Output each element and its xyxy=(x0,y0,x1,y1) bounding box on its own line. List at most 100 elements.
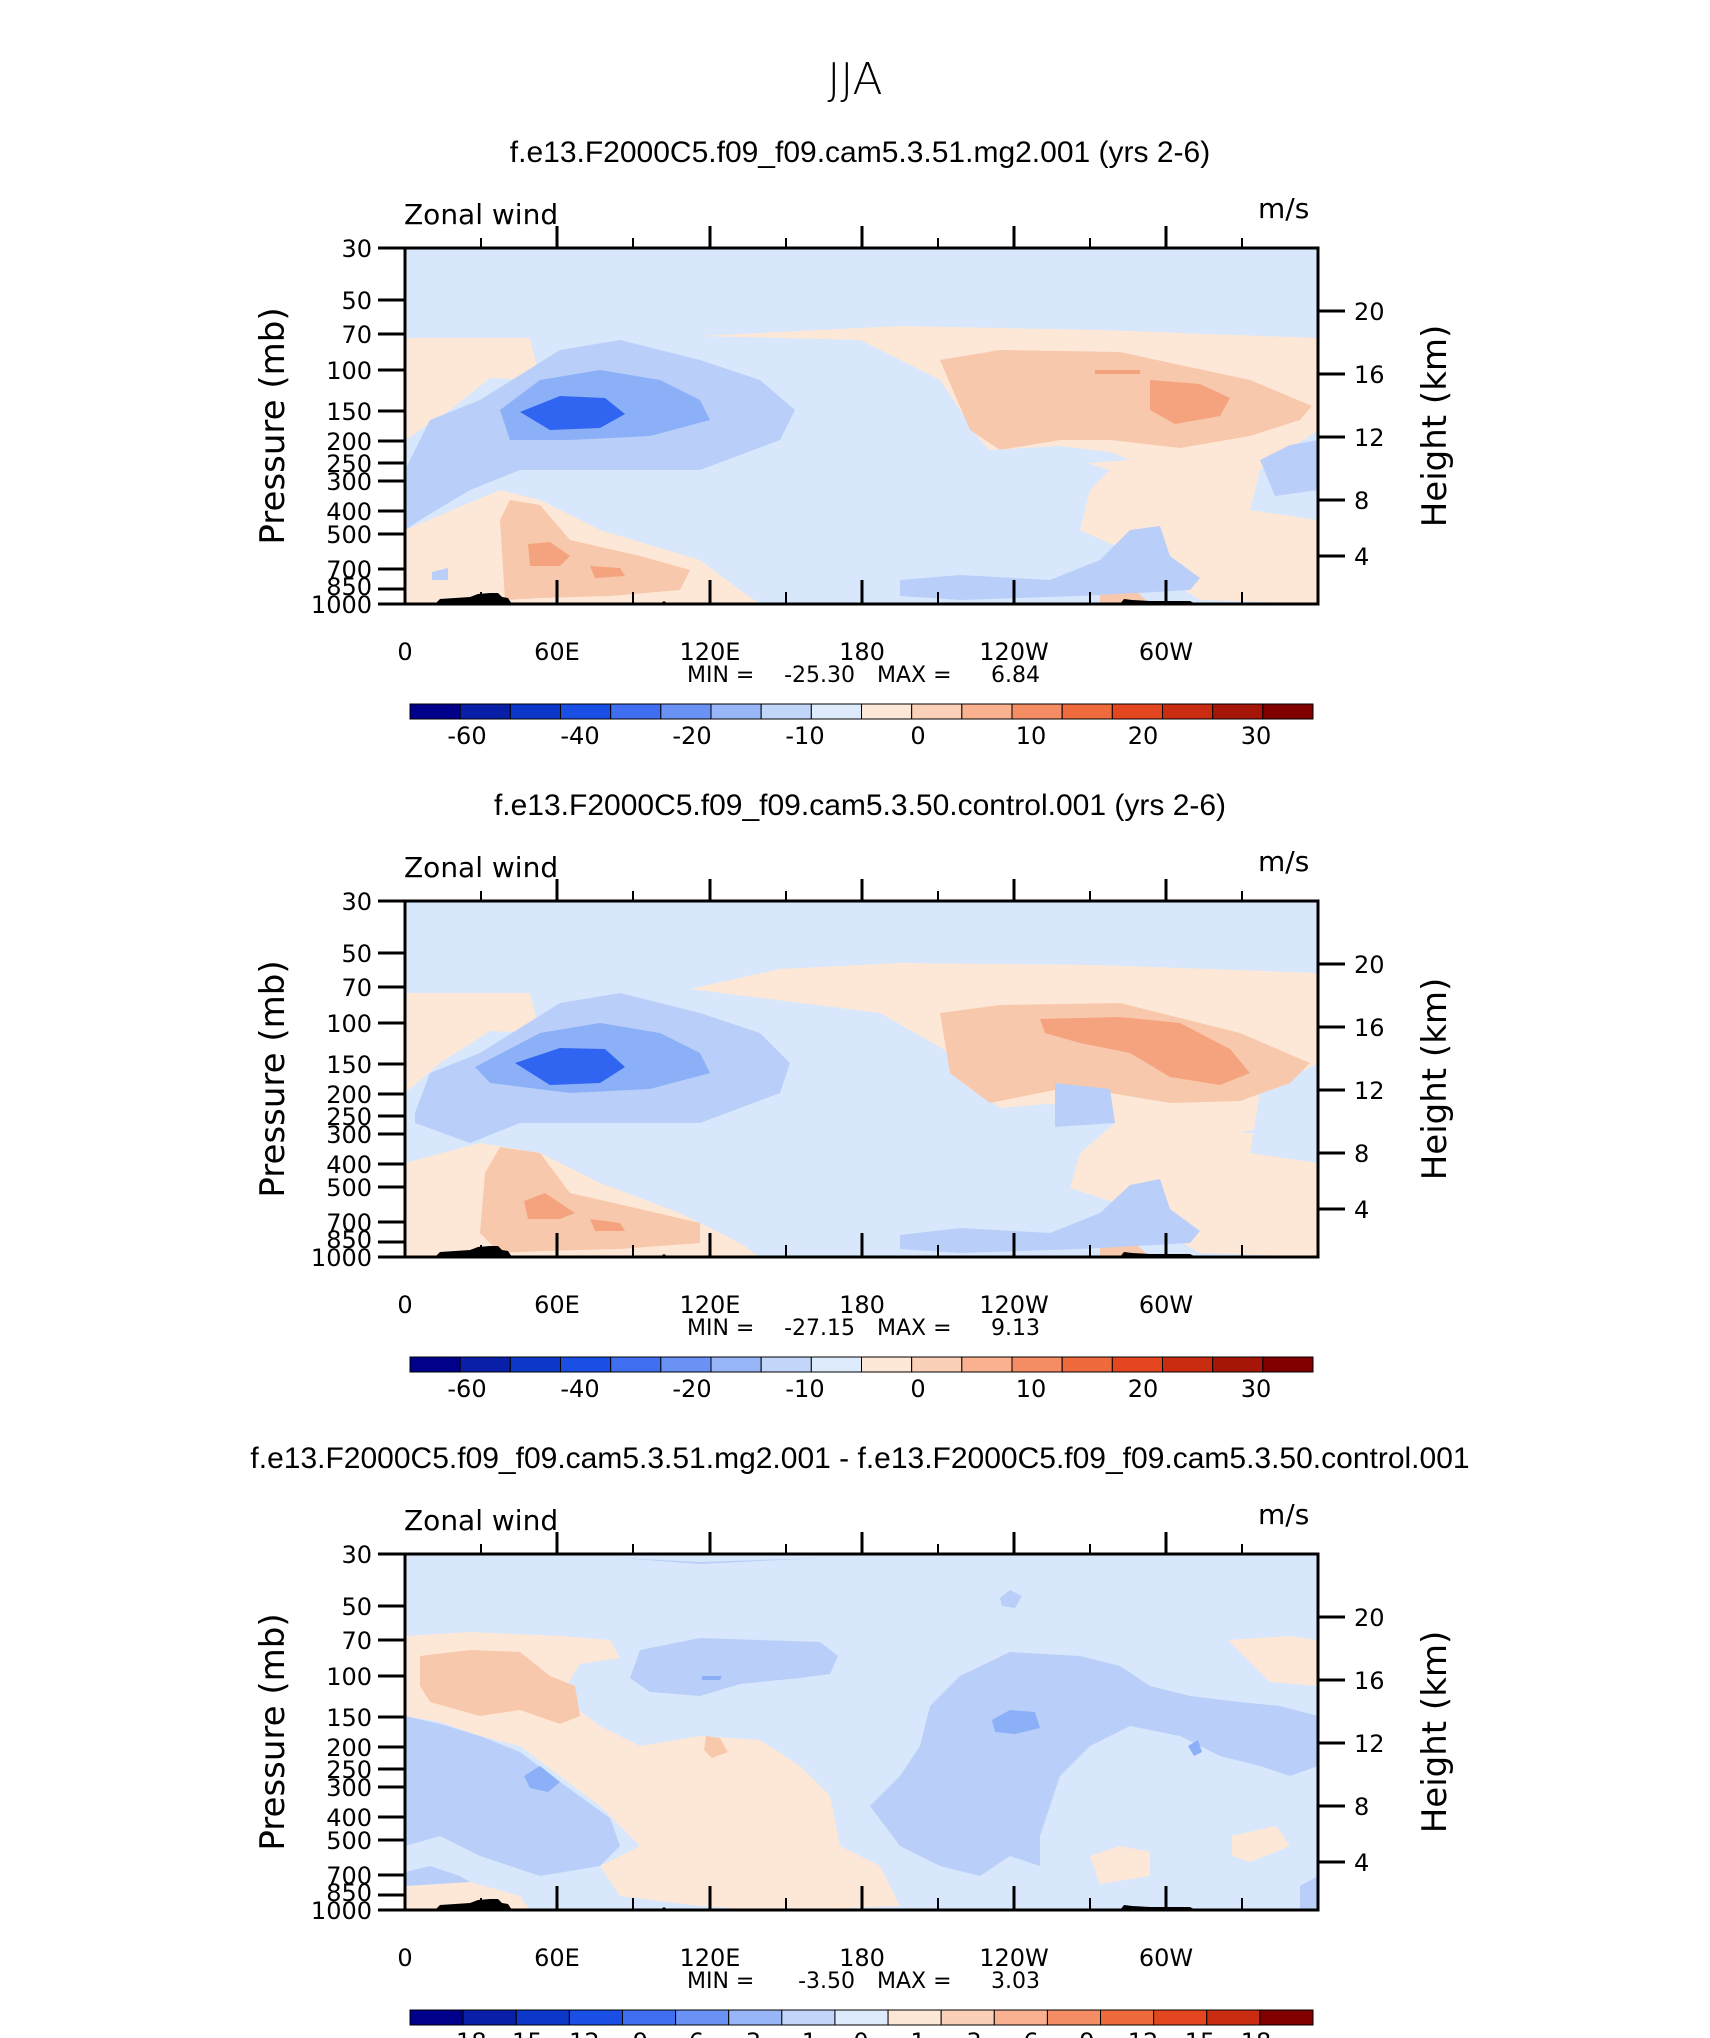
colorbar-swatch xyxy=(1262,703,1314,720)
height-tick-label: 20 xyxy=(1354,1604,1385,1632)
max-label: MAX = xyxy=(877,1316,952,1341)
pressure-tick-label: 1000 xyxy=(311,1244,372,1272)
panel-2-positive-region xyxy=(405,993,540,1093)
height-tick-label: 8 xyxy=(1354,487,1369,515)
panel-2-longitude-axis: 0 60E 120E 180 120W 60W xyxy=(397,1233,1243,1319)
pressure-tick-label: 250 xyxy=(326,1103,372,1131)
colorbar-swatch xyxy=(911,1356,963,1373)
panel-3-positive-region xyxy=(1228,1636,1318,1686)
colorbar-label: -20 xyxy=(672,722,711,750)
colorbar-swatch xyxy=(660,1356,712,1373)
colorbar-swatch xyxy=(1046,2009,1102,2026)
colorbar-label: 30 xyxy=(1241,1375,1272,1403)
colorbar-swatch xyxy=(1206,2009,1261,2026)
panel-3-title: f.e13.F2000C5.f09_f09.cam5.3.51.mg2.001 … xyxy=(250,1442,1469,1475)
colorbar-swatch xyxy=(887,2009,942,2026)
colorbar-label: -9 xyxy=(624,2028,648,2038)
panel-3-colorbar xyxy=(409,2009,1314,2026)
panel-1-plot-area xyxy=(405,248,1318,604)
colorbar-swatch xyxy=(568,2009,623,2026)
pressure-tick-label: 100 xyxy=(326,1010,372,1038)
colorbar-swatch xyxy=(660,703,712,720)
pressure-tick-label: 850 xyxy=(326,573,372,601)
panel-2-plot-area xyxy=(405,901,1318,1257)
panel-3-topography xyxy=(435,1899,512,1910)
panel-3-negative-region xyxy=(1000,1590,1022,1608)
pressure-tick-label: 700 xyxy=(326,1209,372,1237)
panel-1-positive-region xyxy=(590,566,625,578)
longitude-tick-label: 180 xyxy=(839,1291,885,1319)
height-tick-label: 12 xyxy=(1354,1730,1385,1758)
pressure-tick-label: 400 xyxy=(326,1151,372,1179)
colorbar-swatch xyxy=(459,703,511,720)
colorbar-label: -1 xyxy=(793,2028,817,2038)
min-label: MIN = xyxy=(687,1969,754,1994)
colorbar-label: 12 xyxy=(1128,2028,1159,2038)
colorbar-label: -60 xyxy=(447,722,486,750)
colorbar-label: -10 xyxy=(785,722,824,750)
height-tick-label: 4 xyxy=(1354,1196,1369,1224)
panel-2-negative-region xyxy=(515,1048,625,1085)
colorbar-label: -18 xyxy=(447,2028,486,2038)
max-label: MAX = xyxy=(877,1969,952,1994)
colorbar-swatch xyxy=(1212,703,1264,720)
panel-3-negative-region xyxy=(405,1716,620,1876)
pressure-tick-label: 850 xyxy=(326,1226,372,1254)
height-tick-label: 16 xyxy=(1354,361,1385,389)
colorbar-swatch xyxy=(1111,703,1163,720)
colorbar-label: -60 xyxy=(447,1375,486,1403)
pressure-tick-label: 200 xyxy=(326,1081,372,1109)
pressure-tick-label: 500 xyxy=(326,521,372,549)
panel-2-pressure-axis: 30 50 70 100 150 200 250 300 400 500 700… xyxy=(311,888,405,1272)
panel-2-stats: MIN = -27.15 MAX = 9.13 xyxy=(687,1316,1040,1341)
panel-2-positive-region xyxy=(480,1147,700,1253)
colorbar-label: 18 xyxy=(1241,2028,1272,2038)
colorbar-swatch xyxy=(993,2009,1048,2026)
panel-1-ylabel-right: Height (km) xyxy=(1415,325,1455,528)
panel-1-topography xyxy=(435,593,512,604)
panel-2-positive-region xyxy=(590,1219,625,1231)
colorbar-swatch xyxy=(1162,703,1214,720)
panel-3-units: m/s xyxy=(1258,1498,1309,1531)
colorbar-label: -3 xyxy=(737,2028,761,2038)
panel-3-positive-region xyxy=(420,1650,580,1724)
colorbar-swatch xyxy=(728,2009,783,2026)
colorbar-swatch xyxy=(560,1356,612,1373)
colorbar-label: -10 xyxy=(785,1375,824,1403)
pressure-tick-label: 150 xyxy=(326,398,372,426)
panel-3-field-label: Zonal wind xyxy=(404,1504,558,1537)
panel-1-top-ticks xyxy=(480,226,1243,248)
panel-1-negative-region xyxy=(432,568,448,580)
panel-1-positive-region xyxy=(1095,370,1140,374)
panel-3-negative-region xyxy=(992,1710,1040,1734)
panel-1-colorbar-labels: -60 -40 -20 -10 0 10 20 30 xyxy=(447,722,1271,750)
pressure-tick-label: 70 xyxy=(341,974,372,1002)
pressure-tick-label: 100 xyxy=(326,357,372,385)
longitude-tick-label: 60W xyxy=(1139,1944,1193,1972)
panel-1-longitude-axis: 0 60E 120E 180 120W 60W xyxy=(397,580,1243,666)
panel-1-colorbar xyxy=(409,703,1314,720)
panel-2-units: m/s xyxy=(1258,845,1309,878)
pressure-tick-label: 50 xyxy=(341,287,372,315)
pressure-tick-label: 70 xyxy=(341,1627,372,1655)
colorbar-swatch xyxy=(409,703,461,720)
panel-3-positive-region xyxy=(1090,1846,1150,1884)
panel-3-negative-region xyxy=(405,1866,470,1886)
panel-2-ylabel: Pressure (mb) xyxy=(253,960,293,1197)
pressure-tick-label: 700 xyxy=(326,556,372,584)
max-value: 9.13 xyxy=(991,1316,1040,1341)
pressure-tick-label: 500 xyxy=(326,1827,372,1855)
height-tick-label: 4 xyxy=(1354,1849,1369,1877)
min-value: -3.50 xyxy=(798,1969,855,1994)
pressure-tick-label: 700 xyxy=(326,1862,372,1890)
panel-2-negative-region xyxy=(1055,1083,1115,1127)
pressure-tick-label: 500 xyxy=(326,1174,372,1202)
colorbar-swatch xyxy=(861,703,913,720)
longitude-tick-label: 60E xyxy=(534,638,580,666)
height-tick-label: 20 xyxy=(1354,951,1385,979)
pressure-tick-label: 300 xyxy=(326,1121,372,1149)
page-title: JJA xyxy=(827,54,882,105)
panel-3-negative-region xyxy=(524,1766,560,1792)
pressure-tick-label: 30 xyxy=(341,1541,372,1569)
